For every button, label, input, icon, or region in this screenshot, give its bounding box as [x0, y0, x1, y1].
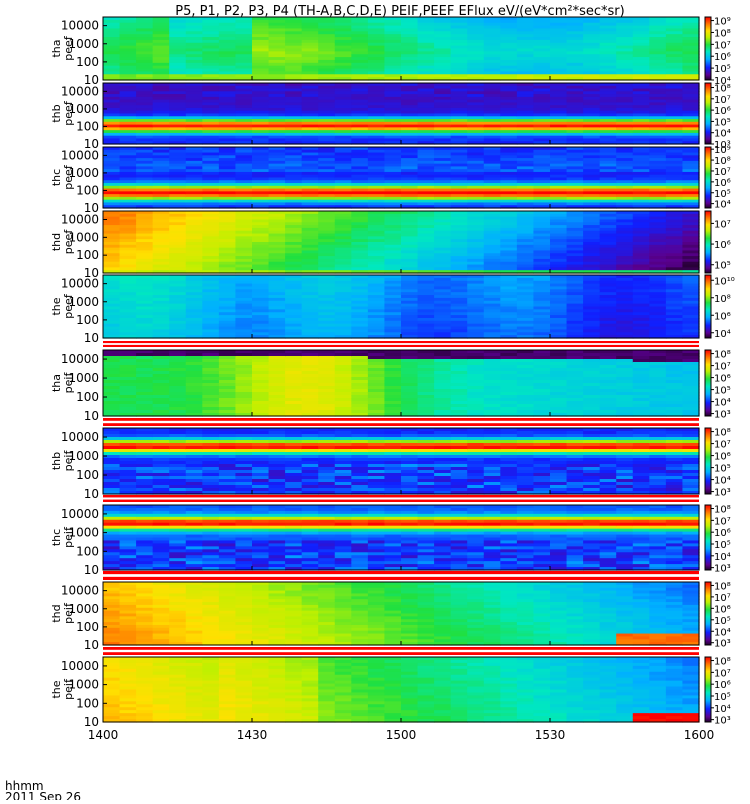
- colorbar-tick-label: 10⁵: [714, 386, 731, 397]
- colorbar-tick-label: 10⁴: [714, 398, 731, 409]
- colorbar-tick-label: 10⁹: [714, 17, 731, 28]
- colorbar-tick-label: 10⁶: [714, 311, 731, 322]
- colorbar-tick-label: 10⁴: [714, 129, 731, 140]
- colorbar-tick-label: 10⁵: [714, 189, 731, 200]
- y-tick-label: 10000: [61, 84, 99, 98]
- colorbar-tick-label: 10⁴: [714, 329, 731, 340]
- colorbar-tick-label: 10⁶: [714, 374, 731, 385]
- colorbar-tick-label: 10⁵: [714, 64, 731, 75]
- colorbar-tick-label: 10⁷: [714, 362, 731, 373]
- colorbar: [705, 147, 711, 208]
- colorbar-tick-label: 10⁷: [714, 167, 731, 178]
- y-tick-label: 10: [84, 409, 99, 423]
- colorbar: [705, 275, 711, 338]
- y-tick-label: 10000: [61, 352, 99, 366]
- colorbar: [705, 211, 711, 273]
- colorbar-tick-label: 10⁷: [714, 219, 731, 230]
- panel-product-label: peef: [62, 293, 75, 319]
- panel-product-label: peef: [62, 229, 75, 255]
- colorbar-tick-label: 10¹⁰: [714, 276, 735, 287]
- colorbar-tick-label: 10⁹: [714, 145, 731, 156]
- colorbar-tick-label: 10⁵: [714, 261, 731, 272]
- colorbar-tick-label: 10⁴: [714, 200, 731, 211]
- y-tick-label: 100: [76, 119, 99, 133]
- y-tick-label: 100: [76, 248, 99, 262]
- colorbar-tick-label: 10⁸: [714, 84, 731, 95]
- colorbar-tick-label: 10³: [714, 410, 731, 421]
- colorbar-tick-label: 10⁷: [714, 40, 731, 51]
- y-tick-label: 100: [76, 183, 99, 197]
- colorbar-tick-label: 10⁶: [714, 106, 731, 117]
- colorbar: [705, 83, 711, 144]
- colorbar: [705, 17, 711, 80]
- y-tick-label: 100: [76, 55, 99, 69]
- panel-product-label: peef: [62, 35, 75, 61]
- colorbar: [705, 350, 711, 416]
- y-tick-label: 10000: [61, 277, 99, 291]
- panel-product-label: peif: [62, 372, 75, 394]
- y-tick-label: 10: [84, 331, 99, 345]
- colorbar-tick-label: 10⁸: [714, 350, 731, 361]
- y-tick-label: 10000: [61, 148, 99, 162]
- y-tick-label: 100: [76, 313, 99, 327]
- colorbar-tick-label: 10⁷: [714, 95, 731, 106]
- panel-product-label: peef: [62, 100, 75, 126]
- colorbar-tick-label: 10⁶: [714, 240, 731, 251]
- colorbar-tick-label: 10⁶: [714, 52, 731, 63]
- colorbar-tick-label: 10⁸: [714, 156, 731, 167]
- y-tick-label: 10000: [61, 19, 99, 33]
- colorbar-tick-label: 10⁵: [714, 117, 731, 128]
- y-tick-label: 10000: [61, 213, 99, 227]
- colorbar-tick-label: 10⁸: [714, 28, 731, 39]
- colorbar-tick-label: 10⁶: [714, 178, 731, 189]
- colorbar-tick-label: 10⁸: [714, 294, 731, 305]
- panel-product-label: peef: [62, 164, 75, 190]
- y-tick-label: 100: [76, 390, 99, 404]
